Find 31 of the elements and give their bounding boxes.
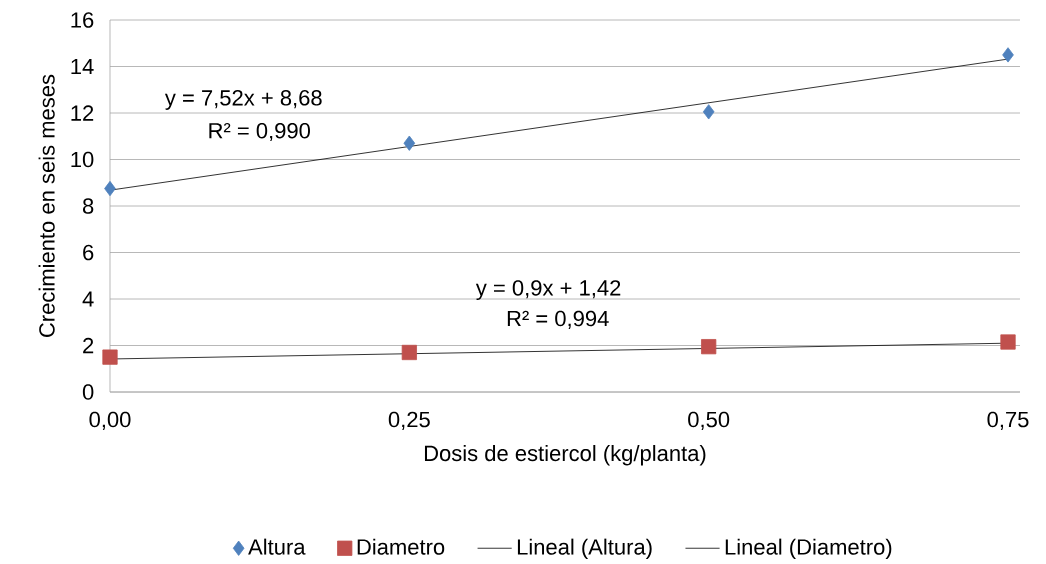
point	[702, 104, 715, 120]
point	[403, 135, 416, 151]
x-tick-label: 0,00	[89, 411, 131, 430]
y-tick-label: 16	[71, 12, 94, 28]
legend-label: Lineal (Diametro)	[725, 538, 892, 560]
annotation: y = 7,52x + 8,68	[164, 90, 322, 110]
y-tick-label: 12	[71, 105, 94, 121]
y-tick-label: 14	[71, 58, 94, 75]
y-tick-label: 4	[82, 291, 94, 307]
x-tick-label: 0,25	[388, 411, 430, 430]
y-tick-label: 0	[82, 384, 94, 400]
annotation: R² = 0,994	[507, 310, 609, 329]
x-tick-label: 0,75	[987, 411, 1029, 430]
legend-label: Lineal (Altura)	[517, 538, 652, 560]
y-tick-label: 8	[82, 198, 94, 214]
annotation: R² = 0,990	[209, 122, 310, 142]
point	[1002, 47, 1014, 63]
point	[1000, 334, 1016, 350]
annotation: y = 0,9x + 1,42	[475, 280, 621, 301]
y-tick-label: 2	[83, 337, 94, 354]
x-axis-title: Dosis de estiercol (kg/planta)	[424, 444, 706, 466]
legend-label: Altura	[248, 538, 306, 555]
x-tick-label: 0,50	[688, 411, 730, 430]
legend-label: Diametro	[357, 538, 445, 555]
y-axis-title: Crecimiento en seis meses	[38, 74, 55, 337]
point	[701, 339, 717, 355]
point	[104, 180, 116, 197]
y-tick-label: 10	[71, 151, 94, 168]
point	[102, 349, 118, 365]
point	[401, 344, 417, 361]
y-tick-label: 6	[83, 244, 94, 261]
